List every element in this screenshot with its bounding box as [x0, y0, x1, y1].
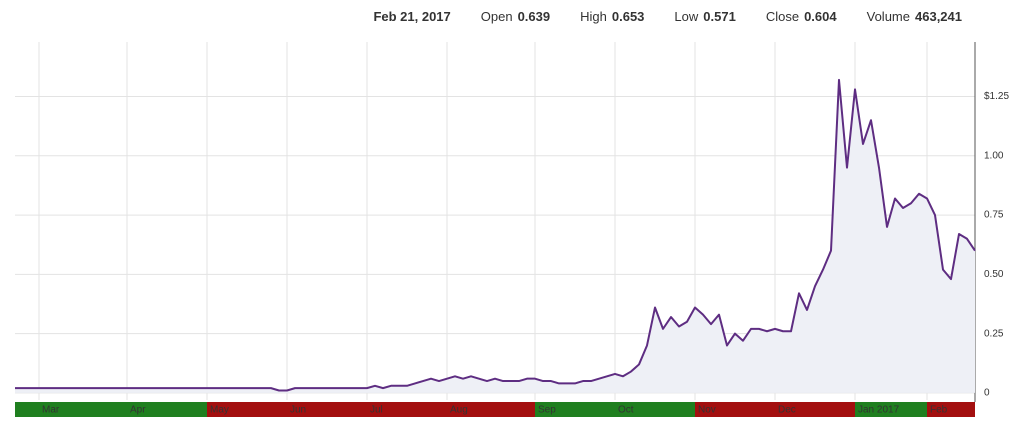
- summary-value: 463,241: [915, 9, 962, 24]
- summary-label: High: [580, 9, 607, 24]
- month-segment: [695, 402, 775, 417]
- month-segment: [207, 402, 287, 417]
- month-segment: [927, 402, 975, 417]
- y-tick-label: 0.25: [984, 328, 1004, 339]
- summary-label: Volume: [866, 9, 910, 24]
- x-tick-label: Jul: [370, 405, 383, 416]
- x-tick-label: Nov: [698, 405, 716, 416]
- x-tick-label: Jun: [290, 405, 306, 416]
- summary-value: 0.571: [703, 9, 736, 24]
- summary-bar: Feb 21, 2017 Open 0.639 High 0.653 Low 0.571 C…: [373, 9, 962, 24]
- month-segment: [367, 402, 447, 417]
- x-tick-label: Jan 2017: [858, 405, 900, 416]
- line: [15, 78, 976, 392]
- y-tick-label: 1.00: [984, 150, 1004, 161]
- month-segment: [15, 402, 39, 417]
- x-tick-label: May: [210, 405, 229, 416]
- month-segment: [535, 402, 615, 417]
- month-segment: [39, 402, 127, 417]
- x-tick-label: Oct: [618, 405, 634, 416]
- month-segment: [775, 402, 855, 417]
- y-tick-label: 0: [984, 388, 990, 399]
- summary-item: Low 0.571: [674, 9, 735, 24]
- summary-item: Close 0.604: [766, 9, 837, 24]
- summary-label: Low: [674, 9, 699, 24]
- y-tick-label: $1.25: [984, 91, 1009, 102]
- month-segment: [447, 402, 535, 417]
- summary-date: Feb 21, 2017: [373, 9, 451, 24]
- summary-label: Open: [480, 9, 513, 24]
- y-tick-label: 0.50: [984, 269, 1004, 280]
- month-segment: [855, 402, 927, 417]
- summary-item: Open 0.639: [481, 9, 550, 24]
- x-tick-label: Sep: [538, 405, 556, 416]
- x-tick-label: Dec: [778, 405, 796, 416]
- x-tick-label: Feb: [930, 405, 948, 416]
- x-tick-label: Apr: [130, 405, 146, 416]
- area: [15, 79, 975, 393]
- x-tick-label: Aug: [450, 405, 468, 416]
- summary-item: Volume 463,241: [867, 9, 962, 24]
- month-segment: [127, 402, 207, 417]
- x-tick-label: Mar: [42, 405, 60, 416]
- summary-value: 0.639: [517, 9, 551, 24]
- summary-label: Close: [765, 9, 800, 24]
- summary-item: High 0.653: [580, 9, 644, 24]
- y-tick-label: 0.75: [984, 210, 1004, 221]
- summary-value: 0.653: [611, 9, 645, 24]
- month-segment: [287, 402, 367, 417]
- month-segment: [615, 402, 695, 417]
- summary-value: 0.604: [804, 9, 837, 24]
